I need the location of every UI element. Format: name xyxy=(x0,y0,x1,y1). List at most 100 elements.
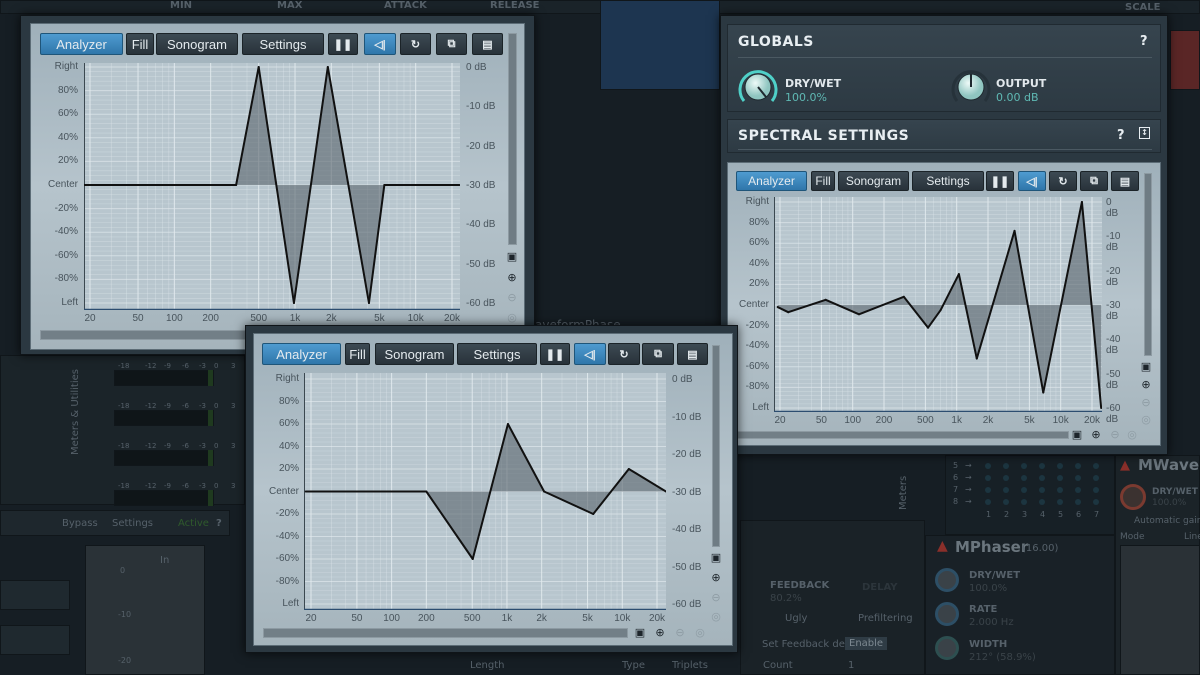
lock-icon[interactable]: ▣ xyxy=(634,626,646,639)
bg-in-title: In xyxy=(160,555,170,566)
reset-button[interactable]: ↻ xyxy=(608,343,640,365)
y-left-tick-label: -40% xyxy=(54,226,78,238)
paste-icon: ▤ xyxy=(1119,175,1131,188)
bg-matrix-node xyxy=(1021,475,1027,481)
stereo-side-button[interactable]: ◁| xyxy=(364,33,396,55)
bg-meter-tick: -18 xyxy=(118,482,130,490)
drywet-knob[interactable] xyxy=(736,65,780,109)
reset-button[interactable]: ↻ xyxy=(400,33,431,55)
copy-button[interactable]: ⧉ xyxy=(642,343,674,365)
zoom-reset-icon[interactable]: ◎ xyxy=(695,626,705,639)
spectral-settings-section: SPECTRAL SETTINGS ? ↕ xyxy=(727,119,1161,153)
pause-button[interactable]: ❚❚ xyxy=(540,343,570,365)
tab-settings[interactable]: Settings xyxy=(912,171,984,191)
y-left-tick-label: Right xyxy=(745,196,769,207)
bg-meter-tick: -6 xyxy=(182,442,189,450)
bg-matrix-row-label: 8 xyxy=(953,497,959,506)
tab-fill[interactable]: Fill xyxy=(811,171,835,191)
y-left-tick-label: -40% xyxy=(745,340,769,352)
tab-fill[interactable]: Fill xyxy=(345,343,370,365)
y-left-tick-label: Left xyxy=(752,402,769,413)
tab-analyzer[interactable]: Analyzer xyxy=(262,343,341,365)
paste-button[interactable]: ▤ xyxy=(472,33,503,55)
tab-settings[interactable]: Settings xyxy=(457,343,537,365)
balance-curve-segment xyxy=(235,66,260,186)
zoom-reset-icon[interactable]: ◎ xyxy=(711,610,721,623)
tab-analyzer[interactable]: Analyzer xyxy=(736,171,807,191)
y-right-tick-label: -20 dB xyxy=(672,449,702,460)
horizontal-scrollbar[interactable] xyxy=(734,431,1069,439)
tab-analyzer[interactable]: Analyzer xyxy=(40,33,123,55)
paste-button[interactable]: ▤ xyxy=(1111,171,1139,191)
bg-type: Type xyxy=(622,660,645,671)
zoom-in-icon[interactable]: ⊕ xyxy=(1091,428,1101,441)
zoom-out-icon[interactable]: ⊖ xyxy=(1110,428,1120,441)
bg-meter-tick: -9 xyxy=(164,482,171,490)
horizontal-scrollbar[interactable] xyxy=(263,628,628,638)
tab-sonogram[interactable]: Sonogram xyxy=(375,343,454,365)
y-left-tick-label: Left xyxy=(61,297,78,308)
tab-sonogram[interactable]: Sonogram xyxy=(156,33,238,55)
reset-button[interactable]: ↻ xyxy=(1049,171,1077,191)
zoom-reset-icon[interactable]: ◎ xyxy=(507,311,517,324)
copy-button[interactable]: ⧉ xyxy=(1080,171,1108,191)
zoom-out-icon[interactable]: ⊖ xyxy=(507,291,517,304)
vertical-scrollbar[interactable] xyxy=(712,345,720,547)
stereo-side-button[interactable]: ◁| xyxy=(574,343,606,365)
tab-fill[interactable]: Fill xyxy=(126,33,154,55)
balance-curve-segment xyxy=(257,66,295,304)
x-tick-label: 500 xyxy=(463,613,481,624)
bg-matrix-node xyxy=(1003,499,1009,505)
lock-icon[interactable]: ▣ xyxy=(1071,428,1083,441)
bg-meter-bar xyxy=(114,410,214,426)
zoom-out-icon[interactable]: ⊖ xyxy=(711,591,721,604)
y-right-tick-label: -60 dB xyxy=(1106,403,1121,425)
pause-button[interactable]: ❚❚ xyxy=(328,33,358,55)
zoom-reset-icon[interactable]: ◎ xyxy=(1141,413,1151,426)
zoom-reset-icon[interactable]: ◎ xyxy=(1127,428,1137,441)
bg-meter-tick: -18 xyxy=(118,362,130,370)
zoom-in-icon[interactable]: ⊕ xyxy=(1141,378,1151,391)
globals-help-button[interactable]: ? xyxy=(1140,34,1148,49)
vertical-scrollbar[interactable] xyxy=(1144,173,1152,356)
zoom-out-icon[interactable]: ⊖ xyxy=(1141,396,1151,409)
bg-mwaves-mode: Mode xyxy=(1120,532,1145,542)
spectral-settings-help-button[interactable]: ? xyxy=(1117,128,1125,143)
pause-button[interactable]: ❚❚ xyxy=(986,171,1014,191)
bg-triplets: Triplets xyxy=(672,660,708,671)
y-right-tick-label: -10 dB xyxy=(466,101,496,113)
zoom-in-icon[interactable]: ⊕ xyxy=(507,271,517,284)
tab-sonogram[interactable]: Sonogram xyxy=(838,171,909,191)
bg-matrix-node xyxy=(985,499,991,505)
lock-icon[interactable]: ▣ xyxy=(710,551,722,564)
y-left-tick-label: -60% xyxy=(275,553,299,564)
panel-toggle-icon[interactable]: ↕ xyxy=(1139,127,1150,139)
paste-button[interactable]: ▤ xyxy=(677,343,708,365)
divider xyxy=(738,149,1152,150)
bg-meter-tick: 3 xyxy=(231,442,236,450)
vertical-scrollbar[interactable] xyxy=(508,33,517,245)
bg-meter-tick: -6 xyxy=(182,402,189,410)
lock-icon[interactable]: ▣ xyxy=(1140,360,1152,373)
balance-curve-segment xyxy=(326,66,370,304)
zoom-in-icon[interactable]: ⊕ xyxy=(655,626,665,639)
balance-curve-segment xyxy=(367,184,386,304)
bg-meter-tick: -9 xyxy=(164,442,171,450)
bg-mphaser-rate: RATE xyxy=(969,604,998,615)
bg-matrix-node xyxy=(1039,499,1045,505)
tab-settings[interactable]: Settings xyxy=(242,33,324,55)
bg-red-block xyxy=(1170,30,1200,90)
zoom-out-icon[interactable]: ⊖ xyxy=(675,626,685,639)
lock-icon[interactable]: ▣ xyxy=(506,250,518,263)
bg-enable-button: Enable xyxy=(845,637,888,650)
y-right-tick-label: -50 dB xyxy=(1106,368,1121,391)
bg-meter-level xyxy=(208,410,213,426)
bg-meter-bar xyxy=(114,490,214,506)
balance-curve-segment xyxy=(824,298,861,316)
zoom-in-icon[interactable]: ⊕ xyxy=(711,571,721,584)
y-left-tick-label: 20% xyxy=(748,278,769,290)
output-knob[interactable] xyxy=(949,65,993,109)
copy-button[interactable]: ⧉ xyxy=(436,33,467,55)
stereo-side-button[interactable]: ◁| xyxy=(1018,171,1046,191)
y-right-tick-label: -30 dB xyxy=(672,486,702,498)
